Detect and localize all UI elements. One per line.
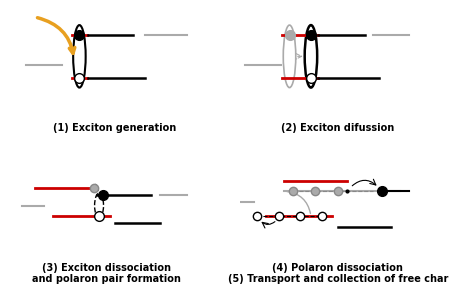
- Text: (3) Exciton dissociation
and polaron pair formation: (3) Exciton dissociation and polaron pai…: [32, 263, 181, 284]
- Text: (2) Exciton difussion: (2) Exciton difussion: [281, 123, 394, 133]
- Text: (4) Polaron dissociation
(5) Transport and collection of free char: (4) Polaron dissociation (5) Transport a…: [227, 263, 448, 284]
- Text: (1) Exciton generation: (1) Exciton generation: [53, 123, 177, 133]
